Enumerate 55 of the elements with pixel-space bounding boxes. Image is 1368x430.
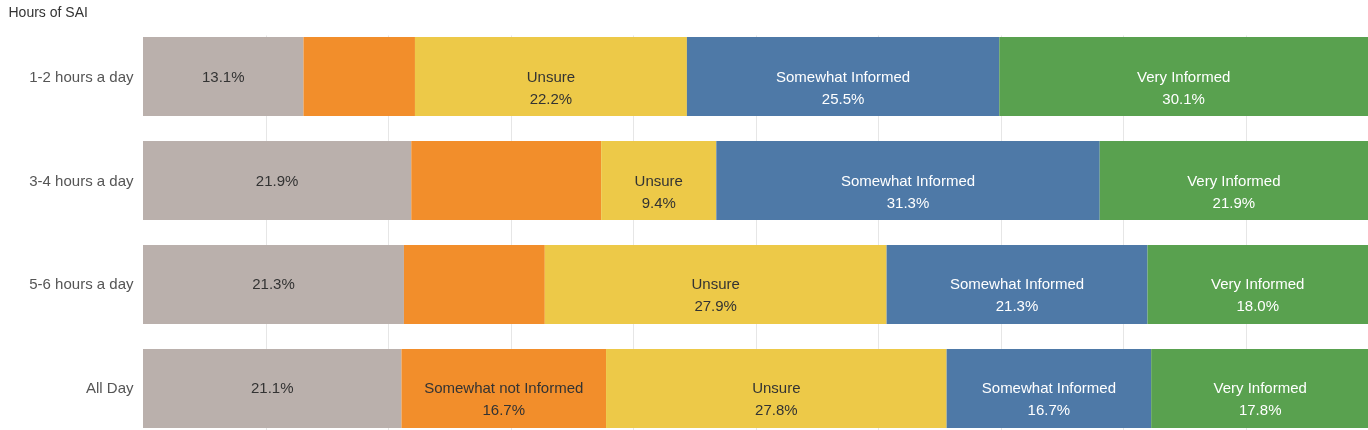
bar [999,37,1368,117]
bar [401,348,607,428]
bar [686,37,1000,117]
bar [403,244,545,324]
data-label: 9.4% [641,193,676,211]
bar [606,348,947,428]
bar [303,37,415,117]
y-tick-label: 1-2 hours a day [29,67,134,85]
bar [601,141,717,221]
bar [143,244,404,324]
bar [414,37,687,117]
bar [886,244,1148,324]
series-label: Somewhat Informed [775,67,911,85]
data-label: 27.9% [694,297,737,315]
text: Unsure [691,275,740,293]
data-label: 21.1% [250,379,294,397]
series-label: Somewhat not Informed [424,379,584,397]
bar [143,348,402,428]
data-label: 27.8% [755,401,798,419]
bar [1147,244,1368,324]
data-label: 22.2% [529,89,573,107]
data-label: 21.3% [252,275,295,293]
y-tick-label: 5-6 hours a day [29,275,134,293]
y-tick-label: 3-4 hours a day [29,171,134,189]
bar [143,141,412,221]
bar [1151,348,1368,428]
bar [946,348,1152,428]
text: Somewhat Informed [949,275,1085,293]
data-label: 21.9% [255,171,299,189]
data-label: 16.7% [1027,401,1071,419]
y-axis-title: Hours of SAI [8,3,88,20]
text: Very Informed [1213,379,1307,397]
bar [544,244,887,324]
data-label: 21.3% [995,297,1039,315]
data-label: 31.3% [886,193,930,211]
y-tick-label: All Day [85,379,134,397]
data-label: 21.9% [1212,193,1256,211]
text: Very Informed [1211,275,1305,293]
text: Very Informed [1187,171,1281,189]
data-label: 18.0% [1236,297,1280,315]
bar [716,141,1100,221]
bar [1099,141,1368,221]
bar [143,37,304,117]
data-label: 17.8% [1238,401,1282,419]
data-label: 25.5% [821,89,865,107]
series-label: Very Informed [1136,67,1231,85]
data-label: 13.1% [201,67,245,85]
data-label: 16.7% [482,401,526,419]
text: Unsure [634,171,683,189]
series-label: Unsure [526,67,576,85]
text: Somewhat Informed [981,379,1116,397]
text: Somewhat Informed [840,171,976,189]
text: Unsure [752,379,801,397]
bar [411,141,602,221]
data-label: 30.1% [1162,89,1205,107]
